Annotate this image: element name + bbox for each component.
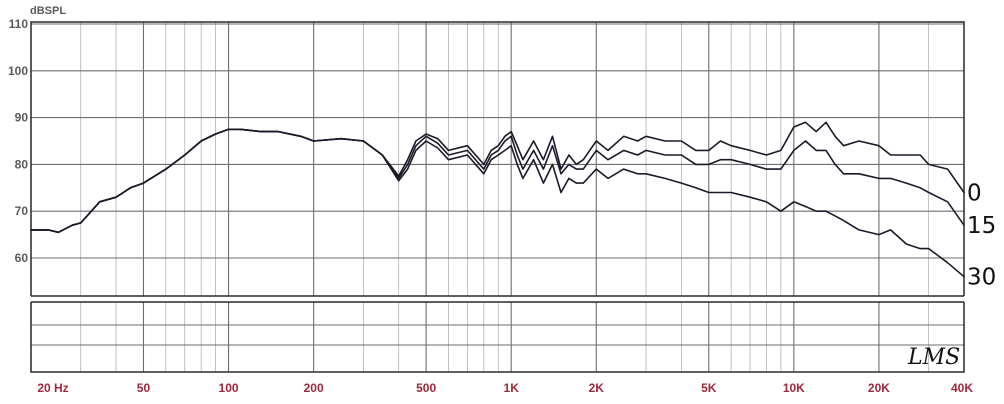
x-tick-label: 5K: [701, 381, 717, 395]
x-tick-label: 40K: [951, 381, 973, 395]
x-tick-label: 2K: [589, 381, 605, 395]
x-tick-labels: 20 Hz 50 100 200 500 1K 2K 5K 10K 20K 40K: [37, 381, 973, 395]
x-tick-label: 10K: [783, 381, 805, 395]
x-tick-label: 500: [416, 381, 436, 395]
minor-grid: [80, 22, 965, 372]
x-tick-label: 100: [219, 381, 239, 395]
x-tick-label: 200: [304, 381, 324, 395]
brand-logo-text: LMS: [907, 345, 960, 370]
curve-label-15: 15: [967, 213, 996, 239]
y-tick-label: 70: [15, 204, 29, 218]
series-line-30: [30, 128, 965, 278]
panel-separator: [29, 296, 966, 302]
x-tick-label: 20K: [868, 381, 890, 395]
curve-labels: 0 15 30: [967, 180, 996, 290]
y-tick-label: 60: [15, 251, 29, 265]
y-tick-label: 100: [8, 64, 28, 78]
curve-label-0: 0: [967, 180, 982, 206]
curve-label-30: 30: [967, 265, 996, 291]
major-grid: [30, 22, 964, 372]
y-tick-label: 90: [15, 111, 29, 125]
x-tick-label: 1K: [504, 381, 520, 395]
x-tick-label: 50: [137, 381, 151, 395]
series-lines: [30, 121, 965, 278]
x-tick-label: 20 Hz: [37, 381, 68, 395]
y-tick-label: 110: [9, 17, 29, 31]
plot-frame: [30, 21, 965, 373]
y-tick-label: 80: [15, 157, 29, 171]
y-axis-label: dBSPL: [30, 5, 66, 17]
y-tick-labels: 60 70 80 90 100 110: [8, 17, 28, 265]
